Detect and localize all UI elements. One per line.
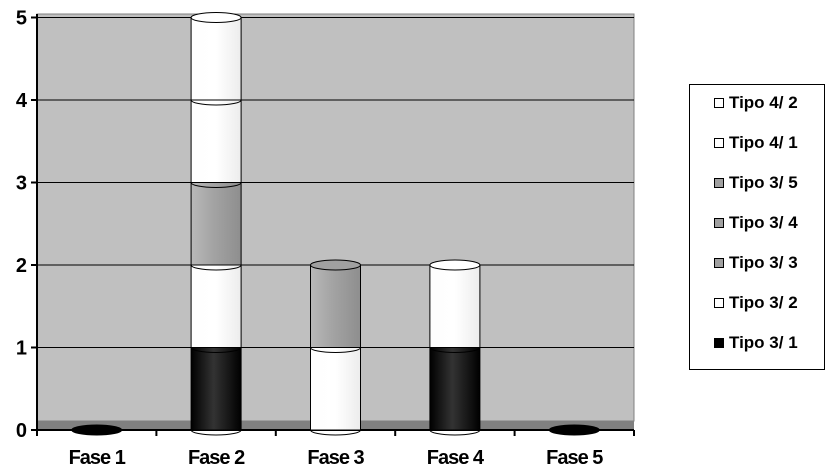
bar-bottom-edge <box>190 99 242 106</box>
bar-segment <box>190 17 242 106</box>
legend: Tipo 4/ 2 Tipo 4/ 1 Tipo 3/ 5 Tipo 3/ 4 Tipo… <box>689 84 825 370</box>
bar-body <box>429 347 481 431</box>
y-tick-label: 4 <box>16 90 28 112</box>
bar-body <box>190 264 242 348</box>
y-ticks: 0 1 2 3 4 5 <box>16 8 37 442</box>
legend-label: Tipo 4/ 2 <box>729 93 798 112</box>
bar-body <box>190 182 242 266</box>
legend-swatch <box>714 178 724 188</box>
legend-item: Tipo 4/ 1 <box>714 131 798 155</box>
x-tick-label: Fase 4 <box>427 447 485 469</box>
y-tick-label: 5 <box>16 8 27 30</box>
bar-segment <box>190 347 242 436</box>
legend-label: Tipo 3/ 2 <box>729 293 798 312</box>
legend-item: Tipo 3/ 1 <box>714 331 798 355</box>
legend-item: Tipo 3/ 4 <box>714 211 798 235</box>
bar-bottom-edge <box>190 429 242 436</box>
bar-body <box>190 99 242 183</box>
y-tick-label: 2 <box>16 255 27 277</box>
bar-top-cap <box>71 424 123 436</box>
bar-bottom-edge <box>190 182 242 188</box>
legend-label: Tipo 3/ 1 <box>729 333 798 352</box>
bars <box>71 12 600 436</box>
legend-label: Tipo 4/ 1 <box>729 133 798 152</box>
bar-segment <box>310 347 361 436</box>
legend-swatch <box>714 218 724 228</box>
bar-segment <box>310 264 361 353</box>
legend-swatch <box>714 338 724 348</box>
legend-label: Tipo 3/ 4 <box>729 213 798 232</box>
legend-label: Tipo 3/ 5 <box>729 173 798 192</box>
legend-item: Tipo 3/ 3 <box>714 251 798 275</box>
bar-bottom-edge <box>429 429 481 436</box>
legend-swatch <box>714 98 724 108</box>
legend-label: Tipo 3/ 3 <box>729 253 798 272</box>
bar-body <box>310 347 361 431</box>
bar-body <box>190 17 242 101</box>
bar-segment <box>190 99 242 188</box>
x-tick-label: Fase 1 <box>69 447 126 469</box>
bar-bottom-edge <box>429 347 481 353</box>
legend-swatch <box>714 298 724 308</box>
bar-body <box>429 264 481 348</box>
legend-item: Tipo 4/ 2 <box>714 91 798 115</box>
bar-segment <box>429 264 481 353</box>
x-tick-label: Fase 2 <box>188 447 245 469</box>
bar-bottom-edge <box>190 264 242 271</box>
bar-top-cap <box>429 259 481 271</box>
y-tick-label: 0 <box>16 420 27 442</box>
legend-item: Tipo 3/ 2 <box>714 291 798 315</box>
legend-swatch <box>714 138 724 148</box>
legend-swatch <box>714 258 724 268</box>
x-tick-label: Fase 5 <box>546 447 603 469</box>
bar-bottom-edge <box>310 429 361 436</box>
bar-bottom-edge <box>190 347 242 353</box>
bar-body <box>310 264 361 348</box>
y-tick-label: 3 <box>16 173 27 195</box>
bar-top-cap <box>190 12 242 23</box>
bar-segment <box>190 182 242 271</box>
x-tick-label: Fase 3 <box>307 447 364 469</box>
bar-bottom-edge <box>310 347 361 353</box>
y-tick-label: 1 <box>16 338 27 360</box>
x-ticks: Fase 1 Fase 2 Fase 3 Fase 4 Fase 5 <box>36 430 635 469</box>
legend-item: Tipo 3/ 5 <box>714 171 798 195</box>
bar-top-cap <box>548 424 600 436</box>
bar-segment <box>190 264 242 353</box>
bar-top-cap <box>310 259 361 271</box>
bar-body <box>190 347 242 431</box>
bar-segment <box>429 347 481 436</box>
